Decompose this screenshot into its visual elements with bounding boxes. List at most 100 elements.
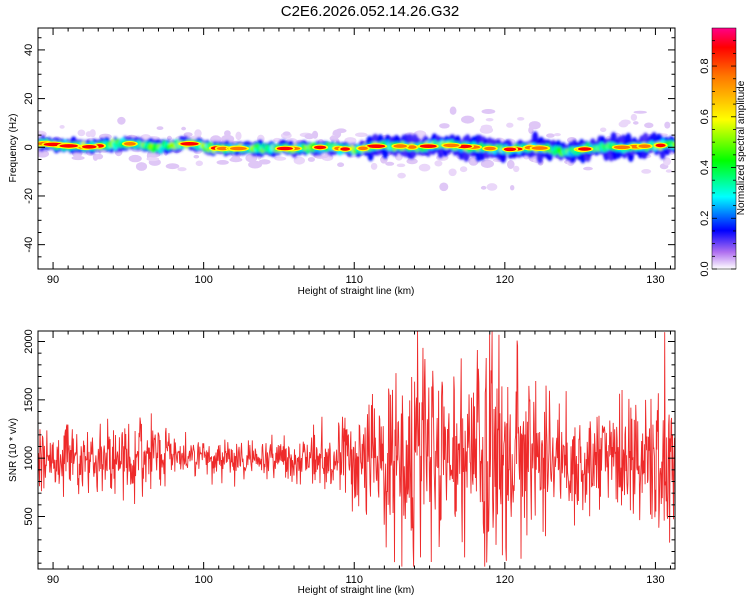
spectrogram-panel: 90 100 110 120 130 40 20 0 -20 -40 Height of stra…: [8, 27, 676, 297]
halo-blob: [258, 159, 271, 165]
halo-blob: [183, 132, 193, 138]
spectrogram-x-label: Height of straight line (km): [298, 286, 415, 297]
colorbar-tick-label: 0.4: [699, 160, 711, 175]
halo-blob: [385, 161, 395, 166]
peak-inner: [419, 144, 437, 148]
peak-inner: [59, 144, 78, 148]
halo-blob: [480, 159, 494, 168]
halo-blob: [85, 131, 93, 138]
y-tick-label: -40: [23, 237, 35, 253]
y-tick-label: 500: [23, 507, 35, 525]
snr-y-label: SNR (10 * v/v): [8, 418, 19, 482]
chart-title: C2E6.2026.052.14.26.G32: [281, 3, 459, 20]
halo-blob: [486, 183, 498, 191]
halo-blob: [528, 126, 534, 134]
halo-blob: [397, 172, 406, 179]
halo-blob: [510, 185, 515, 191]
x-tick-label: 130: [646, 574, 664, 586]
halo-blob: [546, 133, 555, 138]
halo-blob: [166, 135, 172, 141]
halo-blob: [481, 109, 496, 114]
peak-inner: [358, 146, 368, 151]
spectrogram-frame: [37, 27, 676, 270]
halo-blob: [448, 168, 457, 177]
colorbar-gradient: [711, 27, 737, 270]
halo-blob: [406, 158, 418, 165]
halo-blob: [479, 126, 494, 134]
halo-blob: [396, 163, 406, 168]
halo-blob: [337, 162, 345, 167]
halo-blob: [664, 121, 671, 129]
halo-blob: [344, 137, 357, 145]
halo-blob: [38, 130, 47, 138]
halo-blob: [95, 153, 104, 160]
halo-blob: [235, 131, 242, 140]
y-tick-label: 1000: [23, 446, 35, 470]
halo-blob: [633, 110, 647, 114]
halo-blob: [434, 160, 443, 167]
y-tick-label: 20: [23, 92, 35, 104]
snr-panel: 90 100 110 120 130 500 1000 1500 2000 Height of …: [8, 329, 676, 596]
y-tick-label: -20: [23, 188, 35, 204]
x-tick-label: 90: [47, 574, 59, 586]
halo-blob: [195, 160, 203, 167]
spectrogram-ticks: 90 100 110 120 130 40 20 0 -20 -40: [23, 28, 675, 286]
halo-blob: [583, 166, 593, 171]
peak-inner: [443, 143, 460, 148]
peak-inner: [655, 143, 666, 148]
halo-blob: [507, 160, 515, 169]
halo-blob: [630, 113, 638, 121]
halo-blob: [307, 157, 315, 162]
halo-blob: [370, 162, 378, 170]
peak-inner: [484, 146, 496, 151]
halo-blob: [459, 166, 468, 173]
spectral-energy-layer: [38, 106, 675, 192]
halo-blob: [513, 165, 520, 173]
peak-inner: [531, 146, 548, 150]
halo-blob: [449, 106, 457, 115]
y-tick-label: 40: [23, 44, 35, 56]
halo-blob: [439, 182, 449, 192]
halo-blob: [146, 156, 160, 162]
halo-blob: [485, 118, 494, 122]
halo-blob: [439, 123, 450, 129]
halo-blob: [194, 129, 202, 138]
peak-inner: [230, 146, 247, 151]
halo-blob: [329, 135, 339, 141]
peak-inner: [180, 142, 199, 146]
halo-blob: [633, 121, 639, 125]
y-tick-label: 2000: [23, 329, 35, 353]
colorbar-ticks: 0.0 0.2 0.4 0.6 0.8: [699, 40, 736, 277]
x-tick-label: 100: [194, 574, 212, 586]
halo-blob: [193, 154, 200, 159]
halo-blob: [600, 127, 607, 133]
peak-inner: [638, 144, 651, 148]
halo-blob: [216, 160, 229, 165]
halo-blob: [231, 155, 241, 162]
peak-inner: [123, 142, 136, 146]
colorbar: 0.0 0.2 0.4 0.6 0.8 Normalized spectral ampl…: [699, 27, 747, 277]
halo-blob: [181, 126, 187, 131]
colorbar-tick-label: 0.8: [699, 58, 711, 73]
halo-blob: [165, 163, 180, 170]
halo-blob: [620, 119, 631, 125]
peak-inner: [340, 147, 350, 151]
x-tick-label: 110: [345, 274, 363, 286]
halo-blob: [553, 133, 561, 137]
x-tick-label: 120: [496, 574, 514, 586]
halo-blob: [663, 157, 671, 166]
snr-series-layer: [38, 331, 675, 567]
halo-blob: [665, 169, 673, 173]
snr-x-label: Height of straight line (km): [298, 585, 415, 596]
snr-ticks: 90 100 110 120 130 500 1000 1500 2000: [23, 329, 675, 586]
halo-blob: [210, 135, 222, 144]
halo-blob: [156, 126, 164, 130]
halo-blob: [293, 156, 305, 165]
colorbar-tick-label: 0.2: [699, 211, 711, 226]
x-tick-label: 120: [496, 274, 514, 286]
halo-blob: [59, 125, 65, 129]
halo-blob: [304, 133, 315, 140]
halo-blob: [71, 155, 85, 161]
peak-inner: [613, 145, 631, 150]
